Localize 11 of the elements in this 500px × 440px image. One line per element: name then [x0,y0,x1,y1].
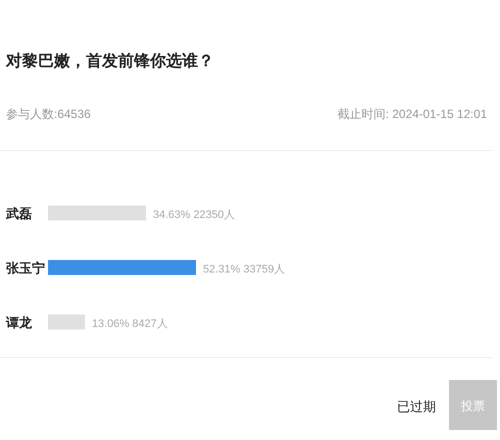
value-label: 13.06% 8427人 [92,318,168,330]
category-label: 谭龙 [6,315,32,330]
value-label: 52.31% 33759人 [203,264,285,276]
category-label: 武磊 [6,206,32,221]
category-label: 张玉宁 [6,260,45,276]
annotation: 已过期 [397,399,436,414]
annotation: 截止时间: 2024-01-15 12:01 [338,107,487,121]
subtitle: 参与人数:64536 [6,107,91,121]
button-label: 投票 [461,399,485,413]
value-label: 34.63% 22350人 [152,209,235,221]
title: 对黎巴嫩，首发前锋你选谁？ [6,53,214,70]
